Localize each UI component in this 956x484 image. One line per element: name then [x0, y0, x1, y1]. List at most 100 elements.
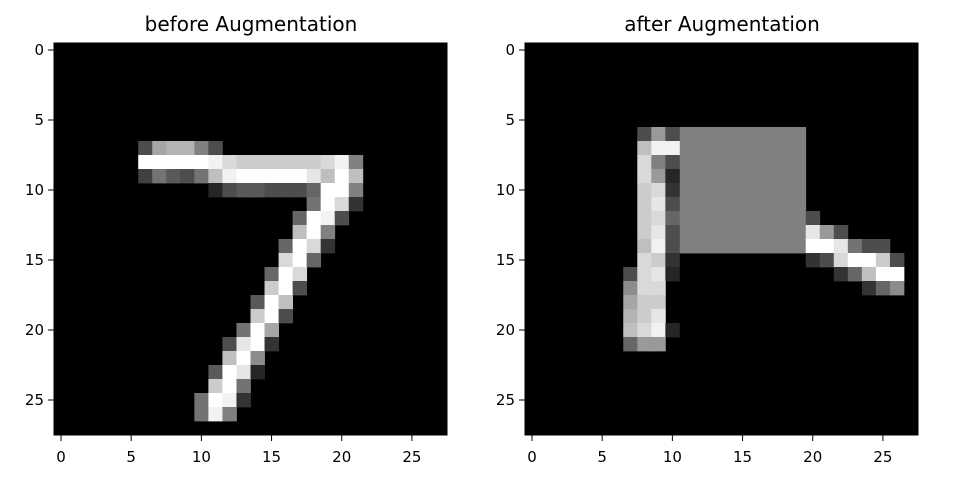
heatmap-cell [222, 365, 237, 380]
heatmap-cell [637, 295, 652, 310]
heatmap-cell [665, 239, 680, 254]
heatmap-cell [348, 197, 364, 212]
heatmap-cell [208, 365, 223, 380]
heatmap-cell [665, 211, 680, 226]
left-chart-title: before Augmentation [145, 12, 358, 36]
heatmap-cell [222, 169, 237, 184]
heatmap-cell [651, 295, 666, 310]
heatmap-cell [236, 365, 251, 380]
heatmap-cell [651, 127, 666, 142]
left-subplot: before Augmentation 0 5 10 15 20 25 0 5 10 15 20 25 [25, 12, 448, 466]
heatmap-cell [833, 239, 849, 254]
heatmap-cell [623, 309, 638, 324]
heatmap-cell [651, 183, 666, 198]
x-tick-label: 15 [733, 448, 752, 466]
heatmap-cell [805, 253, 821, 268]
heatmap-cell [236, 351, 251, 366]
heatmap-cell [847, 253, 863, 268]
heatmap-cell [637, 337, 652, 352]
heatmap-cell [348, 169, 364, 184]
axes-frame [524, 42, 919, 436]
heatmap-cell [637, 281, 652, 296]
heatmap-cell [292, 239, 308, 254]
heatmap-cell [292, 225, 308, 240]
heatmap-cell [665, 253, 680, 268]
heatmap-cell [180, 141, 195, 156]
heatmap-cell [665, 127, 680, 142]
heatmap-cell [665, 225, 680, 240]
x-tick-label: 20 [332, 448, 351, 466]
heatmap-cell [637, 197, 652, 212]
x-tick-label: 10 [192, 448, 211, 466]
heatmap-cell [637, 239, 652, 254]
heatmap-cell [194, 407, 209, 422]
heatmap-cell [637, 169, 652, 184]
heatmap-cell [264, 323, 279, 338]
heatmap-cell [264, 295, 279, 310]
left-plot-area: 0 5 10 15 20 25 0 5 10 15 20 25 [25, 41, 448, 466]
heatmap-cell [166, 155, 181, 170]
heatmap-cell [637, 127, 652, 142]
heatmap-cell [651, 267, 666, 282]
heatmap-cell [306, 155, 322, 170]
heatmap-cell [861, 281, 877, 296]
heatmap-cell [166, 141, 181, 156]
heatmap-cell [833, 267, 849, 282]
heatmap-cell [194, 141, 209, 156]
heatmap-cell [320, 239, 336, 254]
heatmap-cell [665, 197, 680, 212]
heatmap-cell [194, 393, 209, 408]
heatmap-cell [278, 239, 294, 254]
heatmap-cell [278, 183, 294, 198]
heatmap-cell [236, 379, 251, 394]
heatmap-cell [264, 281, 279, 296]
heatmap-cell [278, 295, 294, 310]
heatmap-cell [194, 169, 209, 184]
heatmap-cell [623, 323, 638, 338]
heatmap-cell [637, 323, 652, 338]
x-tick-label: 15 [262, 448, 281, 466]
heatmap-cell [208, 141, 223, 156]
heatmap-cell [236, 337, 251, 352]
heatmap-cell [665, 169, 680, 184]
y-tick-label: 15 [25, 251, 44, 269]
heatmap-cell [208, 169, 223, 184]
heatmap-cell [236, 323, 251, 338]
heatmap-cell [320, 211, 336, 226]
right-chart-title: after Augmentation [624, 12, 820, 36]
heatmap-cell [805, 225, 821, 240]
y-tick-label: 25 [25, 391, 44, 409]
heatmap-cell [651, 281, 666, 296]
y-tick-label: 5 [505, 111, 515, 129]
heatmap-cell [306, 169, 322, 184]
heatmap-cell [292, 211, 308, 226]
heatmap-cell [833, 225, 849, 240]
heatmap-cell [152, 169, 167, 184]
heatmap-cell [278, 253, 294, 268]
heatmap-cell [264, 267, 279, 282]
heatmap-cell [637, 155, 652, 170]
heatmap-cell [292, 281, 308, 296]
y-tick-label: 10 [25, 181, 44, 199]
x-tick-label: 0 [56, 448, 66, 466]
heatmap-cell [236, 393, 251, 408]
heatmap-cell [306, 225, 322, 240]
heatmap-cell [292, 253, 308, 268]
heatmap-cell [637, 253, 652, 268]
heatmap-cell [208, 407, 223, 422]
heatmap-cell [861, 267, 877, 282]
heatmap-cell [651, 155, 666, 170]
heatmap-cell [819, 225, 835, 240]
heatmap-cell [222, 407, 237, 422]
y-tick-label: 15 [496, 251, 515, 269]
heatmap-cell [651, 309, 666, 324]
heatmap-cell [264, 309, 279, 324]
heatmap-cell [138, 141, 153, 156]
heatmap-cell [306, 239, 322, 254]
heatmap-cell [847, 239, 863, 254]
y-tick-label: 0 [505, 41, 515, 59]
heatmap-cell [320, 225, 336, 240]
heatmap-cell [250, 337, 265, 352]
heatmap-cell [651, 141, 666, 156]
heatmap-cell [651, 211, 666, 226]
